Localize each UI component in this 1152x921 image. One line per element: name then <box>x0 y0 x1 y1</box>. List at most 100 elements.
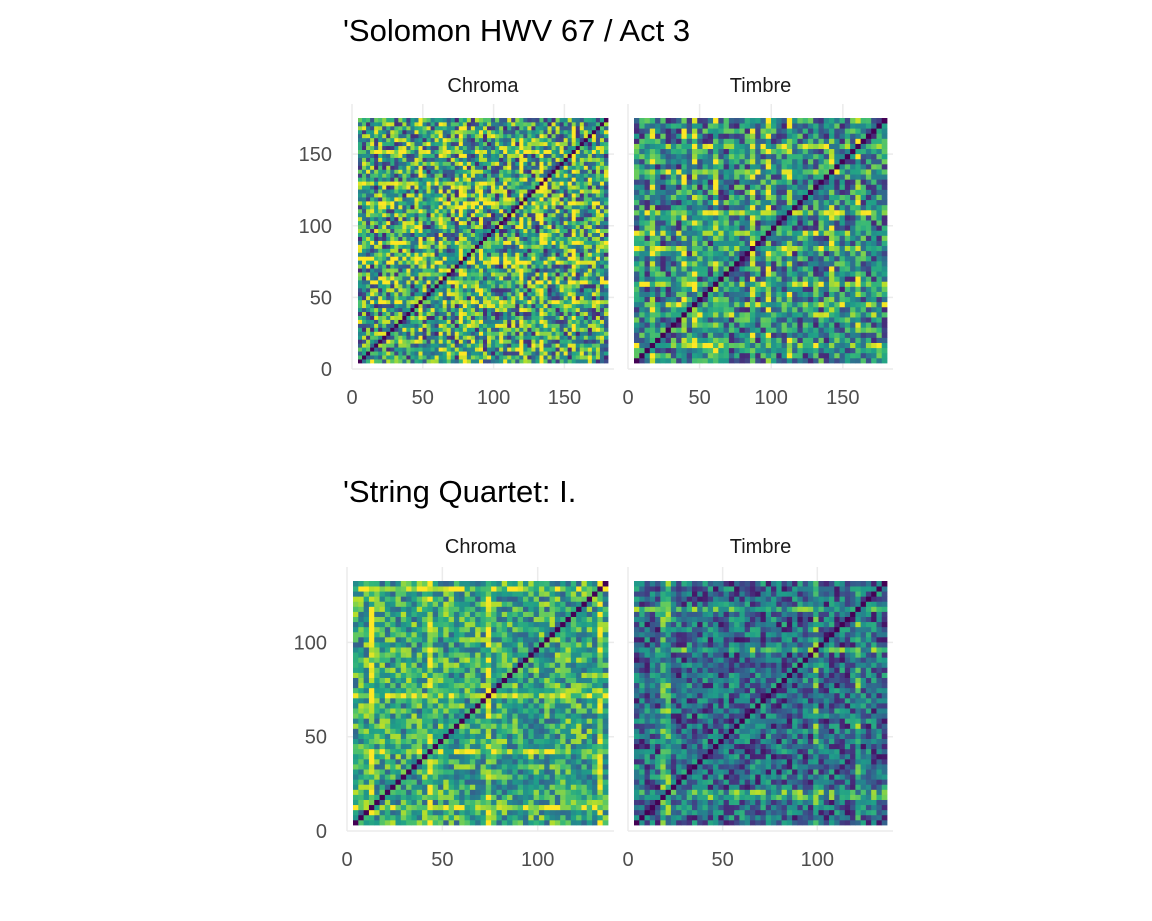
heatmap-cell <box>749 296 756 303</box>
heatmap-cell <box>823 286 830 292</box>
heatmap-cell <box>547 185 552 190</box>
heatmap-cell <box>527 141 532 147</box>
heatmap-cell <box>559 137 565 143</box>
heatmap-cell <box>358 303 363 309</box>
heatmap-cell <box>414 244 419 249</box>
heatmap-cell <box>382 137 387 143</box>
heatmap-cell <box>850 296 856 303</box>
heatmap-cell <box>414 240 419 245</box>
heatmap-cell <box>491 291 496 297</box>
heatmap-cell <box>634 301 640 308</box>
heatmap-cell <box>543 125 548 131</box>
heatmap-cell <box>462 311 468 316</box>
heatmap-cell <box>491 240 496 245</box>
heatmap-cell <box>382 240 387 245</box>
heatmap-cell <box>487 133 492 139</box>
heatmap-cell <box>450 351 456 356</box>
heatmap-cell <box>458 351 464 356</box>
heatmap-cell <box>374 177 379 182</box>
heatmap-cell <box>547 145 552 151</box>
heatmap-cell <box>535 125 540 131</box>
heatmap-cell <box>583 220 589 226</box>
heatmap-cell <box>430 216 436 222</box>
heatmap-cell <box>487 264 492 269</box>
heatmap-cell <box>523 252 528 257</box>
heatmap-cell <box>507 181 512 186</box>
heatmap-cell <box>760 245 767 252</box>
heatmap-cell <box>563 220 569 226</box>
heatmap-cell <box>539 220 544 226</box>
heatmap-cell <box>418 216 423 222</box>
heatmap-cell <box>370 339 375 344</box>
heatmap-cell <box>728 296 735 303</box>
heatmap-cell <box>390 299 395 305</box>
heatmap-cell <box>728 337 735 343</box>
heatmap-cell <box>430 149 436 154</box>
heatmap-cell <box>531 355 536 360</box>
heatmap-cell <box>515 137 520 143</box>
heatmap-cell <box>454 287 460 293</box>
heatmap-cell <box>527 129 532 135</box>
heatmap-cell <box>434 315 440 320</box>
heatmap-cell <box>781 327 788 333</box>
heatmap-cell <box>527 244 532 249</box>
heatmap-cell <box>575 216 581 222</box>
heatmap-cell <box>470 161 476 166</box>
heatmap-cell <box>466 244 472 249</box>
heatmap-cell <box>595 153 601 158</box>
heatmap-cell <box>639 342 645 349</box>
heatmap-cell <box>583 121 589 127</box>
heatmap-cell <box>458 295 464 301</box>
heatmap-cell <box>571 260 577 265</box>
heatmap-cell <box>402 200 407 206</box>
heatmap-cell <box>707 301 714 308</box>
heatmap-cell <box>406 181 411 186</box>
heatmap-cell <box>487 141 492 147</box>
heatmap-cell <box>527 311 532 316</box>
heatmap-cell <box>649 281 656 287</box>
heatmap-cell <box>519 204 524 210</box>
heatmap-cell <box>855 250 862 257</box>
heatmap-cell <box>390 149 395 154</box>
heatmap-cell <box>382 173 387 178</box>
heatmap-cell <box>523 283 528 289</box>
heatmap-cell <box>551 276 556 281</box>
heatmap-cell <box>860 322 867 328</box>
heatmap-cell <box>813 352 819 359</box>
heatmap-cell <box>591 173 597 178</box>
heatmap-cell <box>855 332 862 338</box>
heatmap-cell <box>386 339 391 344</box>
heatmap-cell <box>398 315 403 320</box>
heatmap-cell <box>503 121 508 127</box>
heatmap-cell <box>454 323 460 328</box>
heatmap-cell <box>422 189 427 194</box>
heatmap-cell <box>426 264 431 269</box>
heatmap-cell <box>713 250 719 257</box>
heatmap-cell <box>523 133 528 139</box>
heatmap-cell <box>410 315 415 320</box>
heatmap-cell <box>551 264 556 269</box>
heatmap-cell <box>802 276 809 282</box>
heatmap-cell <box>430 200 436 206</box>
heatmap-cell <box>511 244 516 249</box>
heatmap-cell <box>670 352 677 359</box>
heatmap-cell <box>575 347 581 352</box>
heatmap-cell <box>386 224 391 230</box>
heatmap-cell <box>567 118 573 123</box>
heatmap-cell <box>483 319 488 324</box>
heatmap-cell <box>583 157 589 162</box>
heatmap-cell <box>474 315 480 320</box>
heatmap-cell <box>414 307 419 313</box>
heatmap-cell <box>398 307 403 313</box>
heatmap-cell <box>458 280 464 285</box>
heatmap-cell <box>599 216 605 222</box>
heatmap-cell <box>543 335 548 340</box>
heatmap-cell <box>579 307 585 313</box>
heatmap-cell <box>374 193 379 198</box>
heatmap-cell <box>386 141 391 147</box>
heatmap-cell <box>442 256 448 261</box>
heatmap-cell <box>535 145 540 151</box>
heatmap-cell <box>511 157 516 162</box>
heatmap-cell <box>402 295 407 301</box>
heatmap-cell <box>438 339 444 344</box>
